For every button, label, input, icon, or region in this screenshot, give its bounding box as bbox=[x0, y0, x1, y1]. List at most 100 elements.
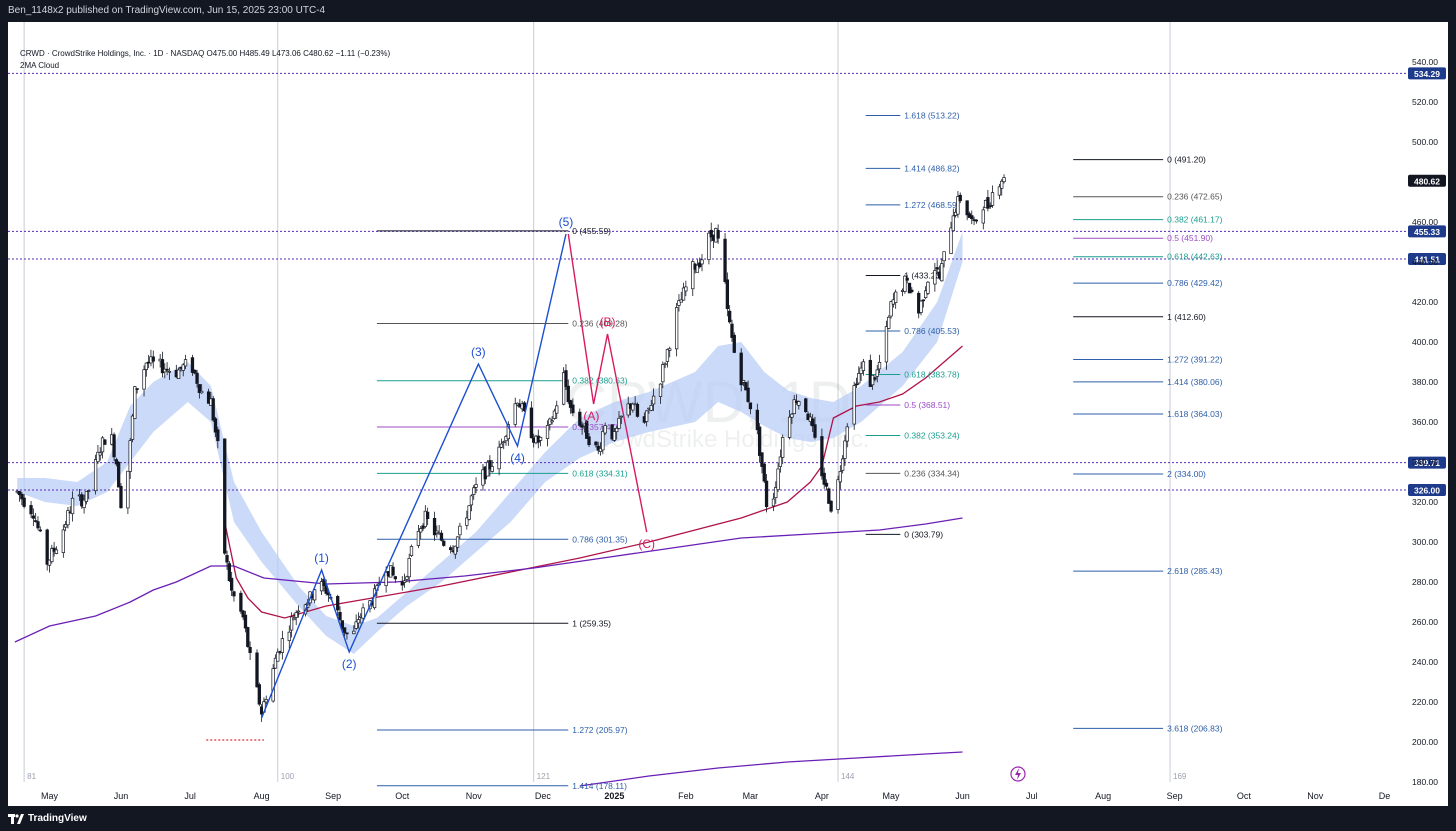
candle-body bbox=[804, 398, 808, 413]
price-axis[interactable]: 180.00 200.00 220.00 240.00 260.00 280.00 300.… bbox=[1408, 57, 1446, 787]
candle-body bbox=[684, 286, 688, 292]
candle-body bbox=[98, 452, 102, 456]
candle-body bbox=[764, 480, 769, 508]
candle-body bbox=[241, 610, 245, 618]
price-tick-label: 320.00 bbox=[1412, 497, 1438, 507]
candle-body bbox=[974, 219, 979, 222]
candle-body bbox=[824, 482, 829, 487]
candle-body bbox=[435, 530, 439, 534]
candle-body bbox=[887, 316, 891, 329]
candle-body bbox=[550, 420, 554, 423]
candle-body bbox=[416, 531, 421, 546]
chart-legend[interactable]: CRWD · CrowdStrike Holdings, Inc. · 1D ·… bbox=[20, 48, 390, 72]
candle-body bbox=[840, 458, 845, 471]
lightning-icon[interactable] bbox=[1010, 766, 1026, 782]
candle-body bbox=[449, 547, 453, 551]
impulse-wave-label: (3) bbox=[471, 345, 486, 359]
candle-body bbox=[707, 232, 711, 260]
level-price-tag bbox=[1408, 67, 1446, 80]
candle-body bbox=[313, 589, 317, 601]
time-tick-label: Jul bbox=[1026, 791, 1038, 801]
fib-level-label: 1.414 (486.82) bbox=[904, 163, 959, 173]
candle-body bbox=[384, 571, 388, 586]
fib-level-label: 0.618 (383.78) bbox=[904, 369, 959, 379]
fib-level-label: 1 (412.60) bbox=[1167, 312, 1206, 322]
level-price-tag bbox=[1408, 456, 1446, 469]
candle-body bbox=[289, 616, 294, 631]
candle-body bbox=[239, 592, 243, 612]
candle-body bbox=[488, 460, 492, 470]
candle-body bbox=[319, 581, 324, 592]
candle-body bbox=[176, 369, 181, 379]
candle-body bbox=[200, 390, 204, 394]
candle-body bbox=[195, 372, 199, 384]
level-price-tag bbox=[1408, 484, 1446, 496]
candle-body bbox=[792, 399, 796, 414]
candle-body bbox=[499, 443, 504, 448]
tradingview-logo[interactable]: TradingView bbox=[8, 813, 87, 824]
candle-body bbox=[112, 434, 116, 458]
time-tick-label: Sep bbox=[1167, 791, 1183, 801]
candle-body bbox=[292, 617, 296, 621]
level-price-label: 441.51 bbox=[1414, 254, 1440, 264]
candle-body bbox=[873, 377, 877, 380]
fib-level-label: 0.236 (334.34) bbox=[904, 468, 959, 478]
candle-body bbox=[133, 386, 137, 419]
candle-body bbox=[455, 536, 460, 548]
bar-index-label: 169 bbox=[1173, 772, 1187, 781]
last-price-tag bbox=[1408, 174, 1446, 187]
candle-body bbox=[276, 651, 280, 662]
candle-body bbox=[626, 403, 630, 416]
fib-level-label: 0.382 (380.63) bbox=[572, 376, 627, 386]
fib-level-label: 0.5 (368.51) bbox=[904, 400, 950, 410]
candle-body bbox=[852, 385, 856, 425]
candle-body bbox=[907, 282, 912, 294]
candle-body bbox=[181, 364, 185, 371]
candle-body bbox=[619, 415, 623, 418]
candle-body bbox=[93, 459, 98, 492]
candle-body bbox=[545, 425, 550, 440]
candle-body bbox=[144, 362, 148, 370]
candle-body bbox=[130, 415, 135, 440]
candle-body bbox=[564, 370, 568, 387]
candle-body bbox=[681, 287, 686, 301]
candle-body bbox=[336, 596, 340, 611]
candle-body bbox=[923, 290, 928, 299]
candle-body bbox=[940, 263, 944, 282]
corrective-wave-label: (C) bbox=[638, 537, 655, 551]
candle-body bbox=[257, 684, 261, 705]
candle-body bbox=[352, 630, 356, 635]
candle-body bbox=[165, 368, 169, 371]
candle-body bbox=[193, 369, 197, 374]
candle-body bbox=[997, 186, 1002, 196]
fib-level-label: 0 (455.59) bbox=[572, 226, 611, 236]
time-axis[interactable]: May Jun Jul Aug Sep Oct Nov Dec 2025 Feb Mar Apr May… bbox=[41, 791, 1390, 801]
candle-body bbox=[340, 620, 344, 630]
footer-bar: TradingView bbox=[0, 806, 1456, 831]
candle-body bbox=[771, 498, 776, 507]
time-tick-label: Aug bbox=[1095, 791, 1111, 801]
candle-body bbox=[820, 436, 824, 477]
symbol-ohlc-legend[interactable]: CRWD · CrowdStrike Holdings, Inc. · 1D ·… bbox=[20, 49, 391, 58]
indicator-legend[interactable]: 2MA Cloud bbox=[20, 61, 60, 70]
candle-body bbox=[870, 375, 875, 386]
candle-body bbox=[723, 238, 727, 283]
time-tick-label: Feb bbox=[678, 791, 694, 801]
candle-body bbox=[474, 484, 478, 488]
price-tick-label: 180.00 bbox=[1412, 777, 1438, 787]
candle-body bbox=[439, 532, 444, 541]
bar-index-label: 144 bbox=[841, 772, 855, 781]
candle-body bbox=[811, 418, 815, 427]
candle-body bbox=[22, 497, 26, 507]
candle-body bbox=[409, 546, 414, 556]
price-tick-label: 280.00 bbox=[1412, 577, 1438, 587]
time-tick-label: Mar bbox=[743, 791, 759, 801]
candle-body bbox=[797, 401, 801, 406]
candle-body bbox=[790, 413, 794, 418]
time-tick-label: De bbox=[1379, 791, 1391, 801]
candle-body bbox=[100, 437, 105, 453]
candle-body bbox=[695, 264, 700, 273]
candle-body bbox=[645, 410, 649, 422]
